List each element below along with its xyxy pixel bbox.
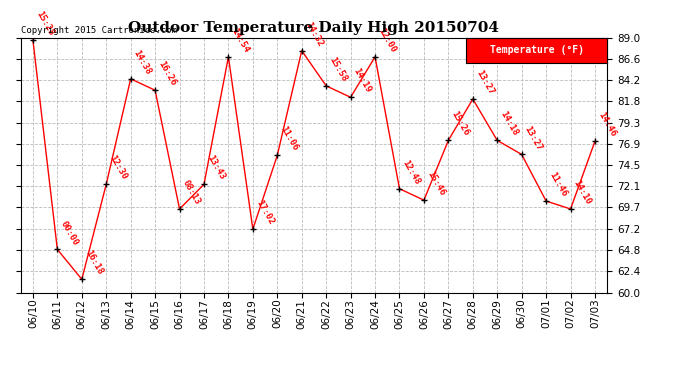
Title: Outdoor Temperature Daily High 20150704: Outdoor Temperature Daily High 20150704	[128, 21, 500, 35]
Text: 08:13: 08:13	[181, 178, 202, 206]
Text: 17:02: 17:02	[254, 199, 275, 226]
Text: 13:43: 13:43	[205, 154, 226, 182]
Text: 16:26: 16:26	[157, 60, 177, 88]
Text: 11:06: 11:06	[279, 125, 299, 153]
Text: 11:46: 11:46	[547, 171, 569, 198]
Text: 15:26: 15:26	[450, 110, 471, 138]
Text: 15:58: 15:58	[327, 56, 348, 83]
Text: 14:38: 14:38	[132, 48, 153, 76]
Text: 12:48: 12:48	[401, 158, 422, 186]
Text: 15:28: 15:28	[34, 10, 55, 38]
Text: 12:30: 12:30	[108, 154, 128, 182]
Text: 14:10: 14:10	[572, 178, 593, 206]
Text: 12:00: 12:00	[376, 26, 397, 54]
Text: 15:46: 15:46	[425, 170, 446, 198]
Text: 14:19: 14:19	[352, 67, 373, 94]
Text: 13:27: 13:27	[523, 124, 544, 152]
Text: 14:46: 14:46	[596, 111, 618, 139]
Text: 14:32: 14:32	[303, 20, 324, 48]
Text: 14:54: 14:54	[230, 26, 251, 54]
Text: 16:18: 16:18	[83, 249, 104, 277]
Text: Copyright 2015 Cartronics.com: Copyright 2015 Cartronics.com	[21, 26, 177, 35]
Text: 00:00: 00:00	[59, 219, 80, 247]
Text: 14:18: 14:18	[498, 110, 520, 138]
Text: 13:27: 13:27	[474, 69, 495, 96]
